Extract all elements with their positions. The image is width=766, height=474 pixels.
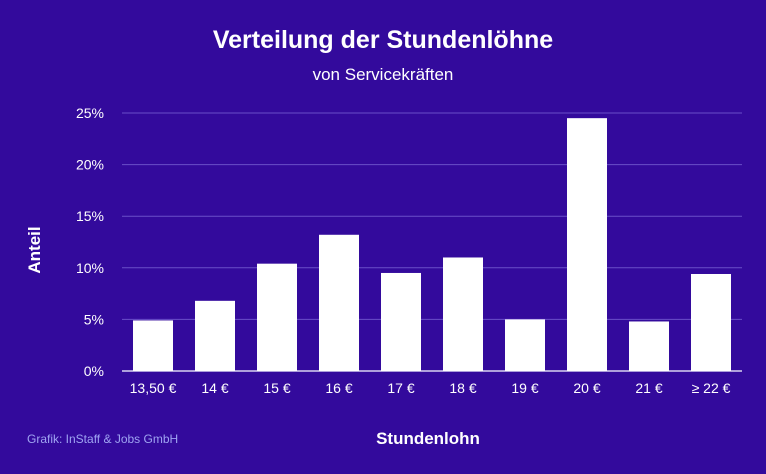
bar bbox=[195, 300, 235, 371]
bars bbox=[133, 118, 731, 371]
y-tick-label: 0% bbox=[84, 363, 104, 379]
x-axis-ticks: 13,50 € 14 € 15 € 16 € 17 € 18 € 19 € 20 € 21 € ≥… bbox=[130, 380, 731, 396]
y-tick-label: 15% bbox=[76, 208, 104, 224]
x-tick-label: 13,50 € bbox=[130, 380, 177, 396]
bar bbox=[505, 319, 545, 371]
x-tick-label: 15 € bbox=[263, 380, 290, 396]
bar bbox=[629, 321, 669, 371]
chart-title: Verteilung der Stundenlöhne bbox=[212, 26, 554, 54]
x-tick-label: 18 € bbox=[449, 380, 476, 396]
y-axis-ticks: 0% 5% 10% 15% 20% 25% bbox=[76, 105, 104, 379]
bar bbox=[381, 272, 421, 371]
x-axis-label: Stundenlohn bbox=[376, 429, 480, 448]
x-tick-label: 16 € bbox=[325, 380, 352, 396]
bar bbox=[133, 320, 173, 371]
x-tick-label: 20 € bbox=[573, 380, 600, 396]
chart-subtitle: von Servicekräften bbox=[312, 65, 454, 84]
x-tick-label: 21 € bbox=[635, 380, 662, 396]
y-tick-label: 20% bbox=[76, 157, 104, 173]
bar bbox=[567, 118, 607, 371]
bar bbox=[257, 263, 297, 371]
y-tick-label: 25% bbox=[76, 105, 104, 121]
x-tick-label: 19 € bbox=[511, 380, 538, 396]
bar bbox=[443, 257, 483, 371]
credit-text: Grafik: InStaff & Jobs GmbH bbox=[27, 432, 179, 446]
x-tick-label: ≥ 22 € bbox=[692, 380, 731, 396]
bar bbox=[691, 273, 731, 371]
y-tick-label: 5% bbox=[84, 311, 104, 327]
y-tick-label: 10% bbox=[76, 260, 104, 276]
bar bbox=[319, 234, 359, 371]
x-tick-label: 17 € bbox=[387, 380, 414, 396]
y-axis-label: Anteil bbox=[25, 226, 44, 273]
x-tick-label: 14 € bbox=[201, 380, 228, 396]
